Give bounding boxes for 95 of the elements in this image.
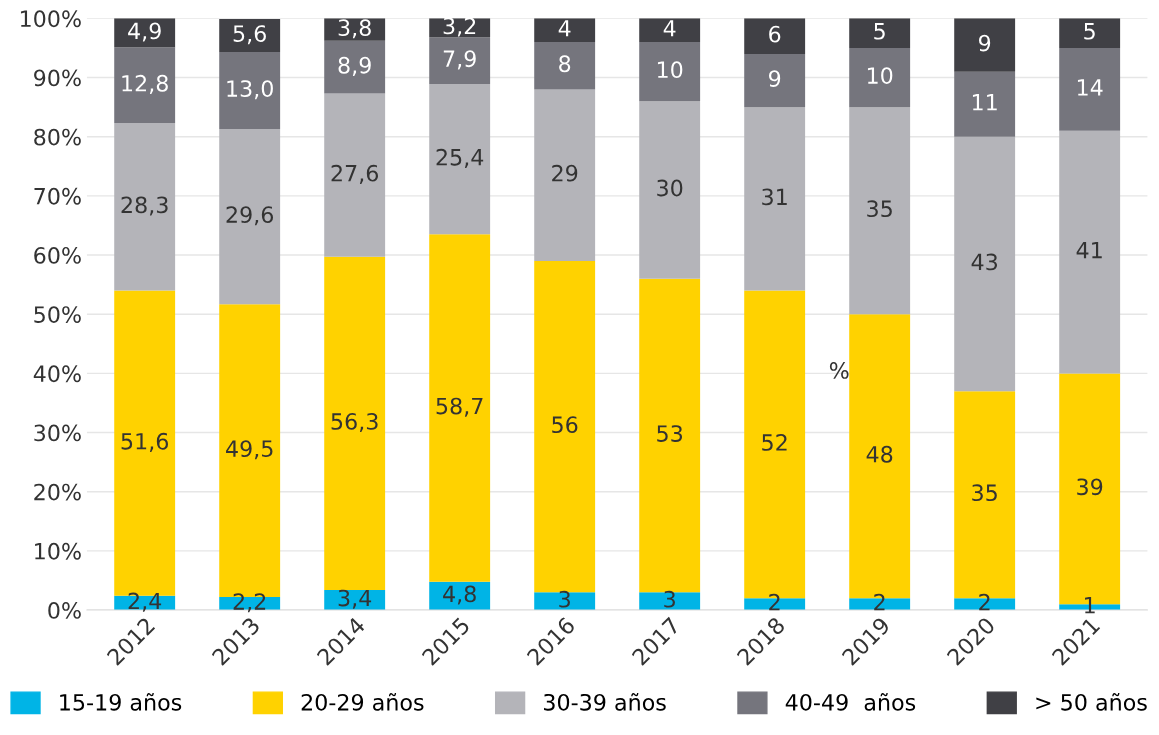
- y-tick-label: 50%: [34, 306, 81, 323]
- bar: [534, 89, 596, 261]
- y-tick-label: 20%: [34, 483, 81, 501]
- legend-label: > 50 años: [1036, 693, 1147, 711]
- y-tick-label: 90%: [34, 69, 81, 87]
- legend-label: 30-39 años: [544, 693, 666, 711]
- y-tick-label: 30%: [34, 424, 81, 442]
- data-label: 56,3: [331, 413, 378, 433]
- bar: [744, 107, 806, 291]
- bar: [639, 592, 701, 611]
- data-label: 3,4: [338, 589, 372, 609]
- data-label: 10: [657, 61, 683, 79]
- bar: [534, 592, 596, 611]
- bar: [954, 71, 1016, 137]
- bar: [429, 37, 491, 85]
- bar: [324, 40, 386, 94]
- bar: [1059, 18, 1121, 48]
- bar: [219, 129, 281, 305]
- bar: [114, 47, 176, 124]
- data-label: 25,4: [436, 148, 484, 168]
- data-label: 9: [769, 70, 781, 87]
- data-label: 30: [657, 179, 683, 197]
- bar: [219, 18, 281, 53]
- data-label: 4,9: [128, 22, 161, 42]
- legend-label: 20-29 años: [301, 693, 424, 711]
- bar: [1059, 47, 1121, 131]
- data-label: 11: [972, 94, 997, 111]
- bar: [744, 18, 806, 54]
- bar: [849, 107, 911, 315]
- data-label: 28,3: [121, 196, 168, 216]
- data-label: 3,8: [338, 19, 371, 39]
- data-label: 4,8: [443, 585, 476, 605]
- data-label: 35: [867, 200, 892, 218]
- annotation: %: [829, 362, 849, 379]
- data-label: 29: [552, 164, 578, 182]
- data-label: 8,9: [338, 56, 371, 76]
- data-label: 5: [1084, 23, 1095, 40]
- legend-label: 40-49 años: [785, 693, 916, 711]
- data-label: 53: [657, 425, 683, 442]
- bar: [1059, 130, 1121, 374]
- data-label: 4: [558, 20, 571, 37]
- data-label: 5,6: [233, 25, 266, 45]
- data-label: 13,0: [227, 80, 273, 100]
- data-label: 7,9: [443, 50, 476, 70]
- y-tick-label: 0%: [48, 602, 81, 619]
- data-label: 2,4: [128, 592, 162, 612]
- bar: [324, 93, 386, 257]
- bar: [639, 42, 701, 102]
- data-label: 6: [769, 25, 781, 43]
- data-label: 3,2: [443, 17, 476, 37]
- data-label: 3: [664, 590, 675, 608]
- data-label: 31: [762, 188, 787, 206]
- data-label: 8: [559, 55, 571, 73]
- data-label: 10: [867, 67, 893, 84]
- bar: [114, 123, 176, 291]
- data-label: 27,6: [331, 164, 379, 184]
- data-label: 9: [978, 34, 991, 52]
- y-tick-label: 10%: [35, 542, 81, 560]
- bar: [534, 18, 596, 43]
- data-label: 4: [663, 20, 676, 37]
- bar: [744, 53, 806, 108]
- y-tick-label: 70%: [34, 187, 81, 205]
- data-label: 58,7: [436, 397, 483, 417]
- y-tick-label: 80%: [34, 128, 81, 146]
- data-label: 3: [559, 590, 570, 608]
- bar: [219, 52, 281, 130]
- data-label: 56: [552, 416, 578, 434]
- data-label: 52: [762, 434, 787, 451]
- data-label: 43: [971, 253, 998, 271]
- data-label: 41: [1076, 242, 1102, 259]
- bar: [849, 47, 911, 108]
- data-label: 49,5: [226, 440, 273, 460]
- bar: [639, 18, 701, 43]
- data-label: 12,8: [122, 74, 168, 94]
- legend-label: 15-19 años: [60, 693, 182, 711]
- data-label: 39: [1077, 478, 1103, 496]
- bar: [429, 84, 491, 235]
- data-label: 14: [1077, 79, 1103, 96]
- bar: [639, 101, 701, 279]
- y-tick-label: 60%: [34, 246, 81, 264]
- bar: [324, 256, 386, 590]
- bar: [534, 42, 596, 90]
- data-label: 35: [972, 484, 997, 502]
- bar: [429, 234, 491, 582]
- data-label: 29,6: [226, 206, 274, 226]
- y-tick-label: 40%: [33, 365, 81, 383]
- data-label: 51,6: [121, 432, 169, 452]
- bar: [849, 18, 911, 48]
- bar: [954, 18, 1016, 72]
- data-label: 5: [874, 23, 885, 40]
- bar: [954, 136, 1016, 392]
- data-label: 48: [866, 445, 893, 463]
- data-label: 2,2: [233, 593, 266, 613]
- data-label: 1: [1085, 597, 1095, 614]
- y-tick-label: 100%: [20, 10, 81, 28]
